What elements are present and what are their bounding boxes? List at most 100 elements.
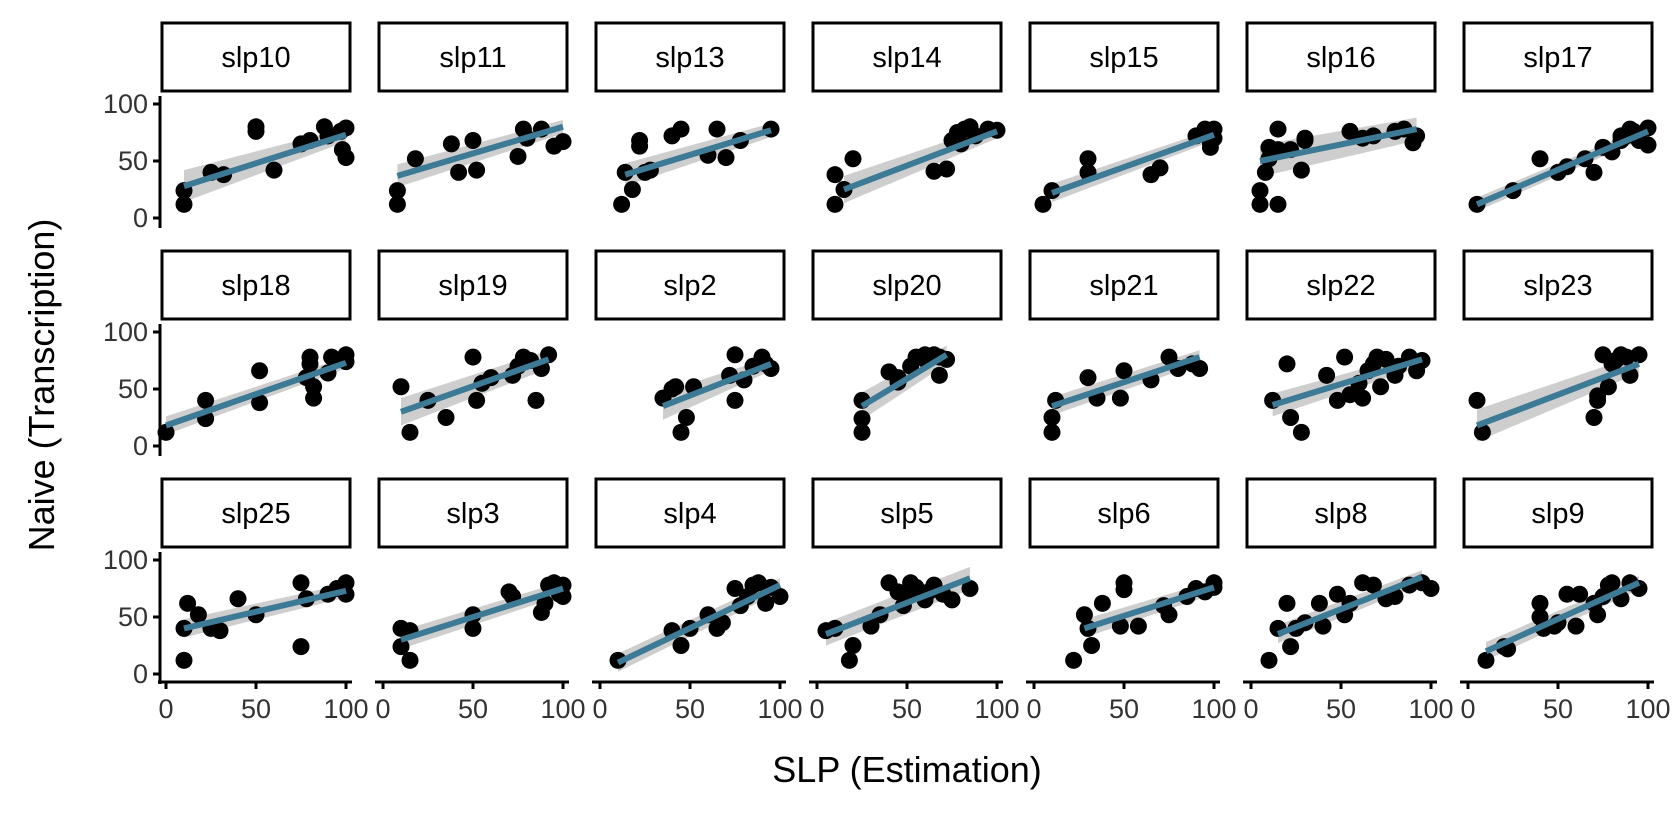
data-point: [713, 614, 731, 632]
data-point: [1043, 423, 1061, 441]
facet-strip-box: [1245, 21, 1437, 93]
x-tick-label: 100: [1191, 694, 1236, 724]
facet-strip-box: [1462, 249, 1654, 321]
facet-strip-box: [1028, 477, 1220, 549]
data-point: [667, 378, 685, 396]
facet-panel-slp19: slp19: [377, 249, 569, 441]
data-point: [677, 409, 695, 426]
data-point: [305, 389, 323, 407]
facet-strip-box: [1028, 21, 1220, 93]
data-point: [536, 594, 554, 612]
data-point: [1617, 348, 1635, 366]
facet-strip-label: slp18: [221, 270, 290, 302]
data-point: [388, 182, 406, 200]
data-point: [1567, 617, 1585, 635]
regression-line: [1276, 574, 1424, 637]
data-point: [1639, 136, 1657, 154]
facet-panel-slp15: slp15: [1028, 21, 1223, 213]
regression-line: [165, 359, 347, 429]
x-tick-label: 100: [757, 694, 802, 724]
facet-strip-label: slp4: [663, 498, 716, 530]
data-point: [1251, 195, 1269, 213]
regression-line: [1475, 128, 1650, 208]
data-point: [1034, 195, 1052, 213]
data-point: [844, 150, 862, 168]
data-point: [392, 638, 410, 656]
y-tick-label: 50: [118, 374, 148, 404]
y-tick-label: 100: [103, 317, 148, 347]
data-point: [840, 651, 858, 669]
data-point: [265, 161, 283, 179]
facet-strip-label: slp25: [221, 498, 290, 530]
data-point: [943, 591, 961, 609]
facet-strip-label: slp6: [1097, 498, 1150, 530]
facet-strip-label: slp13: [655, 42, 724, 74]
x-tick-label: 0: [592, 694, 607, 724]
facet-panel-slp21: slp21: [1028, 249, 1220, 441]
regression-line: [1484, 580, 1641, 654]
data-point: [1115, 362, 1133, 380]
facet-panel-slp6: slp6 0 50 100: [1026, 477, 1237, 724]
data-point: [1336, 348, 1354, 366]
data-point: [1589, 606, 1607, 624]
facet-strip-label: slp10: [221, 42, 290, 74]
facet-strip-label: slp11: [439, 42, 506, 74]
regression-line: [860, 352, 949, 409]
data-point: [631, 137, 649, 155]
data-point: [1151, 159, 1169, 177]
facet-strip-label: slp19: [438, 270, 507, 302]
facet-panel-slp16: slp16: [1245, 21, 1437, 213]
data-point: [1599, 378, 1617, 396]
data-point: [1341, 122, 1359, 140]
facet-strip-label: slp20: [872, 270, 941, 302]
regression-line: [396, 123, 564, 179]
regression-line: [624, 127, 772, 178]
data-point: [930, 366, 948, 384]
data-point: [1422, 580, 1440, 597]
regression-line: [661, 361, 773, 409]
facet-strip-label: slp2: [663, 270, 716, 302]
facet-panel-slp20: slp20: [811, 249, 1003, 441]
regression-line: [183, 587, 347, 632]
data-point: [401, 651, 419, 669]
data-point: [862, 617, 880, 635]
regression-line: [183, 131, 347, 189]
data-point: [1282, 409, 1300, 426]
data-point: [771, 587, 789, 605]
facet-strip-label: slp23: [1523, 270, 1592, 302]
facet-panel-slp13: slp13: [594, 21, 786, 213]
facet-strip-label: slp15: [1089, 42, 1158, 74]
facet-panel-slp4: slp4 0 50 100: [592, 477, 803, 724]
regression-line: [1259, 126, 1418, 164]
regression-line: [1475, 361, 1641, 429]
data-point: [1111, 389, 1129, 407]
facet-strip-label: slp17: [1523, 42, 1592, 74]
data-point: [251, 394, 269, 412]
data-point: [1531, 594, 1549, 612]
data-point: [1477, 651, 1495, 669]
data-point: [406, 150, 424, 168]
facet-panel-slp2: slp2: [594, 249, 786, 441]
data-point: [708, 120, 726, 138]
data-point: [717, 149, 735, 167]
data-point: [1630, 346, 1648, 364]
data-point: [1571, 585, 1589, 603]
data-point: [509, 147, 527, 165]
data-point: [337, 346, 355, 364]
y-tick-label: 100: [103, 545, 148, 575]
x-tick-label: 50: [1109, 694, 1139, 724]
x-tick-label: 0: [158, 694, 173, 724]
x-tick-label: 50: [675, 694, 705, 724]
data-point: [1111, 617, 1129, 635]
data-point: [1079, 369, 1097, 387]
facet-strip-label: slp22: [1306, 270, 1375, 302]
data-point: [1075, 606, 1093, 624]
data-point: [197, 391, 215, 409]
data-point: [1292, 161, 1310, 179]
data-point: [301, 355, 319, 373]
data-point: [1310, 594, 1328, 612]
x-tick-label: 0: [375, 694, 390, 724]
facet-panel-slp14: slp14: [811, 21, 1006, 213]
regression-line: [842, 128, 999, 193]
data-point: [464, 619, 482, 637]
